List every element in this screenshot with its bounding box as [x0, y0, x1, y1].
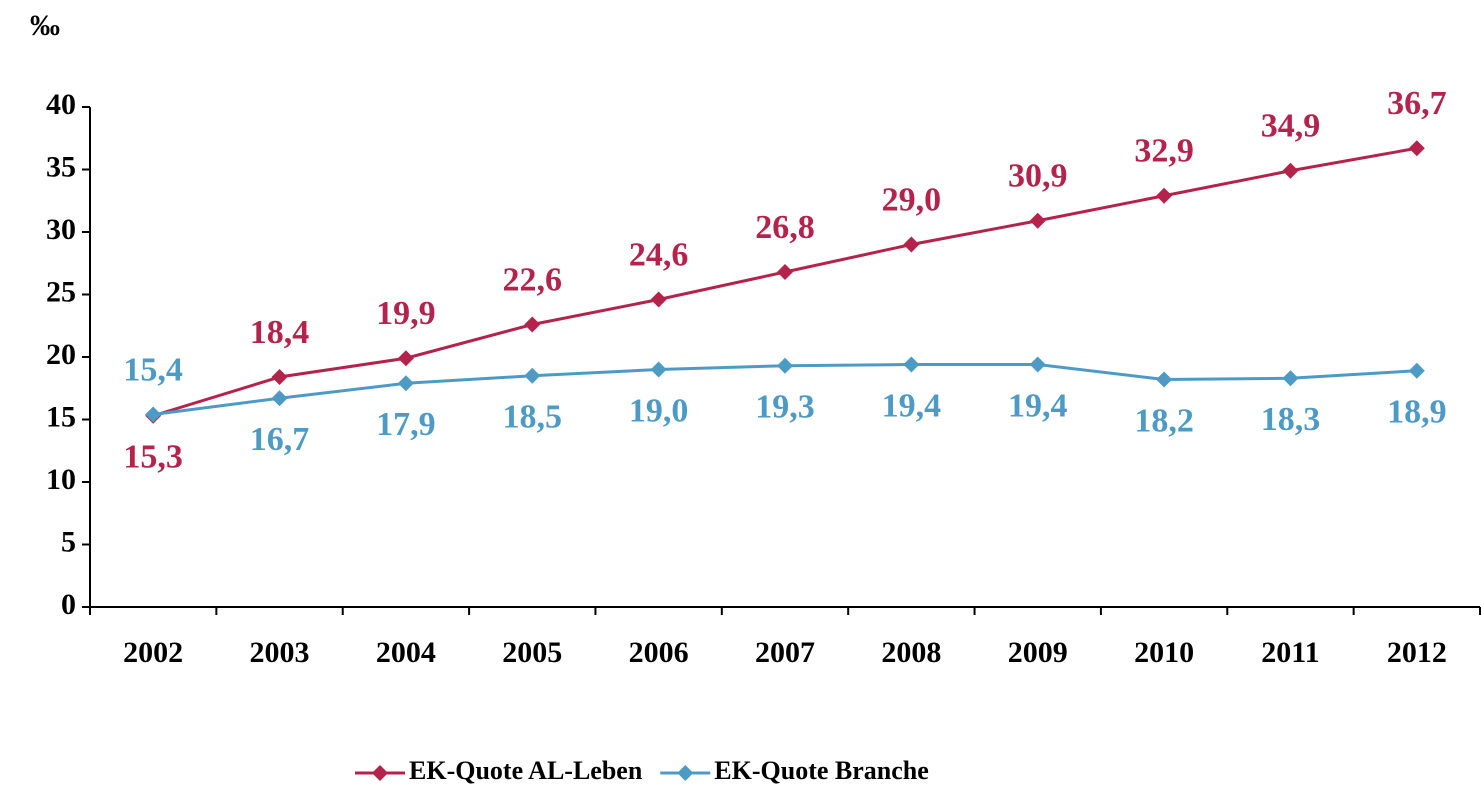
series-marker — [397, 375, 414, 392]
legend-marker — [372, 765, 388, 781]
x-tick-label: 2010 — [1134, 636, 1194, 669]
series-marker — [1156, 187, 1173, 204]
data-label: 18,5 — [503, 399, 563, 436]
y-tick-label: 0 — [61, 588, 76, 621]
data-label: 18,9 — [1387, 394, 1447, 431]
data-label: 32,9 — [1134, 133, 1194, 170]
series-marker — [1029, 356, 1046, 373]
x-tick-label: 2002 — [123, 636, 183, 669]
data-label: 19,3 — [755, 389, 815, 426]
data-label: 17,9 — [376, 406, 436, 443]
series-marker — [650, 361, 667, 378]
x-tick-label: 2003 — [250, 636, 310, 669]
data-label: 16,7 — [250, 421, 310, 458]
data-label: 19,4 — [882, 387, 942, 424]
data-label: 19,0 — [629, 392, 689, 429]
data-label: 29,0 — [882, 181, 942, 218]
data-label: 19,4 — [1008, 387, 1068, 424]
data-label: 19,9 — [376, 295, 436, 332]
series-marker — [650, 291, 667, 308]
y-tick-label: 30 — [46, 213, 76, 246]
x-tick-label: 2007 — [755, 636, 815, 669]
series-marker — [903, 356, 920, 373]
x-tick-label: 2006 — [629, 636, 689, 669]
y-tick-label: 5 — [61, 525, 76, 558]
series-marker — [1282, 162, 1299, 179]
series-marker — [524, 367, 541, 384]
data-label: 30,9 — [1008, 158, 1068, 195]
series-marker — [903, 236, 920, 253]
series-marker — [1408, 140, 1425, 157]
data-label: 26,8 — [755, 209, 815, 246]
legend-label: EK-Quote AL-Leben — [409, 756, 643, 785]
series-marker — [777, 264, 793, 280]
data-label: 22,6 — [503, 261, 563, 298]
y-tick-label: 20 — [46, 338, 76, 371]
y-axis-unit: ‰ — [30, 9, 60, 42]
y-tick-label: 15 — [46, 400, 76, 433]
data-label: 24,6 — [629, 236, 689, 273]
y-tick-label: 10 — [46, 463, 76, 496]
data-label: 36,7 — [1387, 85, 1447, 122]
y-tick-label: 35 — [46, 150, 76, 183]
data-label: 18,3 — [1261, 401, 1321, 438]
series-marker — [145, 406, 162, 423]
data-label: 15,3 — [123, 439, 183, 476]
x-tick-label: 2004 — [376, 636, 436, 669]
x-tick-label: 2009 — [1008, 636, 1068, 669]
x-tick-label: 2005 — [502, 636, 562, 669]
data-label: 15,4 — [123, 351, 183, 388]
data-label: 18,2 — [1134, 402, 1194, 439]
series-marker — [524, 316, 541, 333]
series-marker — [777, 357, 793, 374]
data-label: 18,4 — [250, 314, 310, 351]
series-line — [152, 146, 1418, 418]
series-marker — [397, 350, 414, 367]
legend-marker — [677, 765, 694, 781]
series-marker — [1156, 371, 1173, 388]
series-marker — [1408, 362, 1425, 379]
data-label: 34,9 — [1261, 108, 1321, 145]
series-marker — [271, 369, 288, 385]
series-marker — [1029, 212, 1046, 229]
x-tick-label: 2012 — [1387, 636, 1447, 669]
y-tick-label: 40 — [46, 88, 76, 121]
x-tick-label: 2011 — [1261, 636, 1319, 669]
y-tick-label: 25 — [46, 275, 76, 308]
x-tick-label: 2008 — [881, 636, 941, 669]
series-marker — [271, 390, 288, 407]
series-marker — [1282, 370, 1299, 387]
legend-label: EK-Quote Branche — [714, 756, 929, 785]
